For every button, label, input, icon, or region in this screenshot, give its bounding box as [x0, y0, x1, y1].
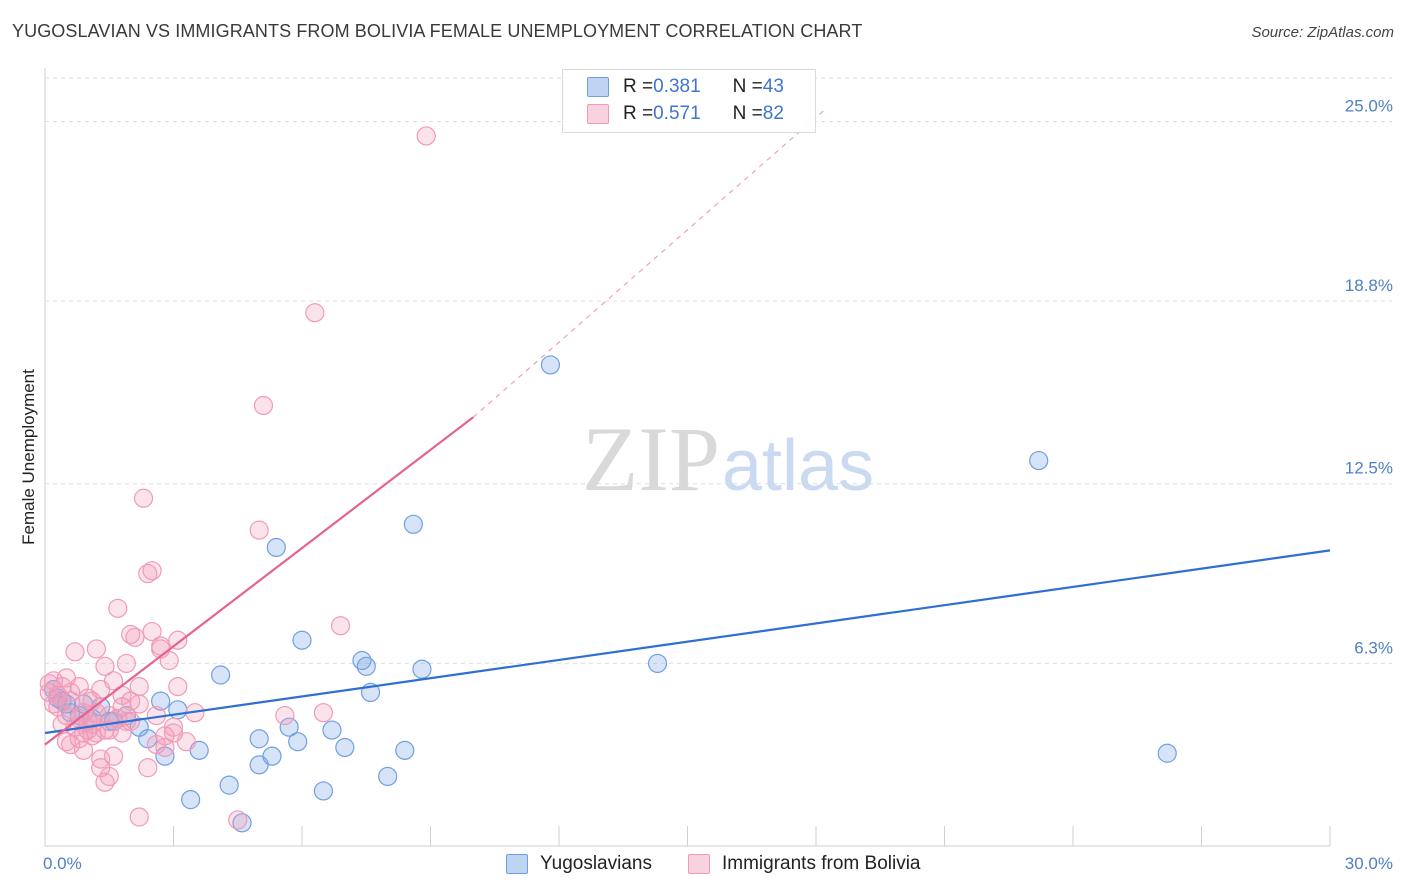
legend-swatch-blue: [587, 77, 609, 97]
data-point: [253, 395, 274, 416]
data-point: [95, 656, 115, 676]
bottom-legend-label: Immigrants from Bolivia: [722, 853, 921, 874]
legend-n-label: N =: [732, 103, 763, 124]
data-point: [266, 537, 286, 558]
bottom-legend-yugoslavians: Yugoslavians: [506, 852, 652, 876]
data-point: [91, 749, 111, 769]
y-tick-label: 12.5%: [1345, 459, 1393, 478]
tick-labels: 6.3% 12.5% 18.8% 25.0% 0.0% 30.0%: [43, 96, 1393, 873]
data-point: [275, 705, 295, 726]
data-point: [403, 514, 423, 534]
legend-row-yugoslavians: R = 0.381 N = 43: [587, 75, 784, 99]
data-point: [168, 677, 188, 697]
bottom-legend-label: Yugoslavians: [540, 853, 652, 874]
data-point: [292, 630, 312, 650]
data-point: [249, 520, 269, 540]
legend-r-value: 0.571: [653, 103, 701, 124]
watermark-atlas: atlas: [722, 426, 874, 506]
trend-lines: [44, 109, 1331, 746]
data-point: [133, 488, 154, 508]
y-axis-label: Female Unemployment: [19, 369, 38, 545]
data-point: [125, 627, 145, 647]
bottom-legend-swatch-blue: [506, 854, 528, 874]
data-point: [168, 630, 188, 650]
data-point: [647, 653, 668, 674]
data-point: [540, 355, 561, 375]
legend-r-label: R =: [623, 103, 654, 124]
data-point: [181, 790, 201, 810]
data-point: [129, 677, 149, 697]
data-point: [305, 303, 325, 323]
y-tick-label: 18.8%: [1345, 276, 1393, 295]
data-point: [151, 691, 171, 711]
source-label: Source: ZipAtlas.com: [1251, 24, 1394, 41]
data-point: [1157, 743, 1177, 763]
series-bolivia: [39, 126, 436, 830]
data-point: [61, 691, 81, 711]
legend-swatch-pink: [587, 104, 609, 124]
chart-title: YUGOSLAVIAN VS IMMIGRANTS FROM BOLIVIA F…: [12, 21, 863, 41]
data-point: [330, 616, 351, 636]
data-point: [86, 639, 107, 659]
data-point: [142, 561, 162, 581]
y-tick-label: 6.3%: [1354, 638, 1393, 657]
data-point: [313, 703, 334, 723]
bottom-legend-swatch-pink: [688, 854, 710, 874]
x-tick-label-min: 0.0%: [43, 854, 82, 873]
data-point: [116, 653, 136, 674]
legend-r-value: 0.381: [653, 76, 701, 97]
data-point: [163, 717, 184, 737]
data-point: [155, 737, 175, 758]
data-point: [86, 723, 107, 743]
bottom-legend-bolivia: Immigrants from Bolivia: [688, 852, 921, 876]
data-point: [138, 758, 158, 778]
data-point: [356, 656, 376, 676]
data-point: [1029, 450, 1049, 471]
watermark-zip: ZIP: [582, 408, 720, 510]
data-point: [378, 766, 398, 787]
legend-n-value: 43: [762, 76, 784, 97]
axes: [44, 68, 1331, 847]
data-point: [129, 694, 149, 714]
data-point: [313, 781, 334, 801]
legend-n-value: 82: [762, 103, 784, 124]
legend-row-bolivia: R = 0.571 N = 82: [587, 102, 784, 126]
y-tick-label: 25.0%: [1345, 96, 1393, 115]
trend-line-yugoslavians: [44, 549, 1331, 735]
data-point: [99, 766, 119, 787]
data-point: [73, 740, 94, 760]
trend-line-bolivia: [44, 416, 475, 746]
legend-n-label: N =: [732, 76, 763, 97]
data-point: [56, 732, 77, 752]
legend: R = 0.381 N = 43 R = 0.571 N = 82: [562, 69, 816, 133]
data-point: [416, 126, 436, 146]
data-point: [211, 665, 231, 685]
data-point: [288, 732, 308, 752]
legend-r-label: R =: [623, 76, 654, 97]
data-point: [262, 746, 282, 766]
data-point: [249, 729, 269, 749]
data-point: [103, 671, 124, 691]
data-point: [228, 810, 248, 830]
data-point: [412, 659, 432, 679]
gridlines: [45, 77, 1392, 664]
trend-extension-bolivia: [472, 109, 825, 418]
data-point: [129, 807, 149, 827]
data-point: [142, 621, 162, 642]
data-point: [69, 677, 89, 697]
watermark: ZIP atlas: [582, 408, 874, 510]
data-point: [219, 775, 239, 795]
data-point: [322, 720, 342, 740]
data-point: [65, 642, 85, 662]
data-point: [108, 598, 128, 618]
data-point: [163, 723, 184, 743]
data-point: [279, 717, 299, 737]
x-tick-label-max: 30.0%: [1345, 854, 1393, 873]
data-point: [395, 740, 415, 760]
data-point: [335, 737, 355, 758]
